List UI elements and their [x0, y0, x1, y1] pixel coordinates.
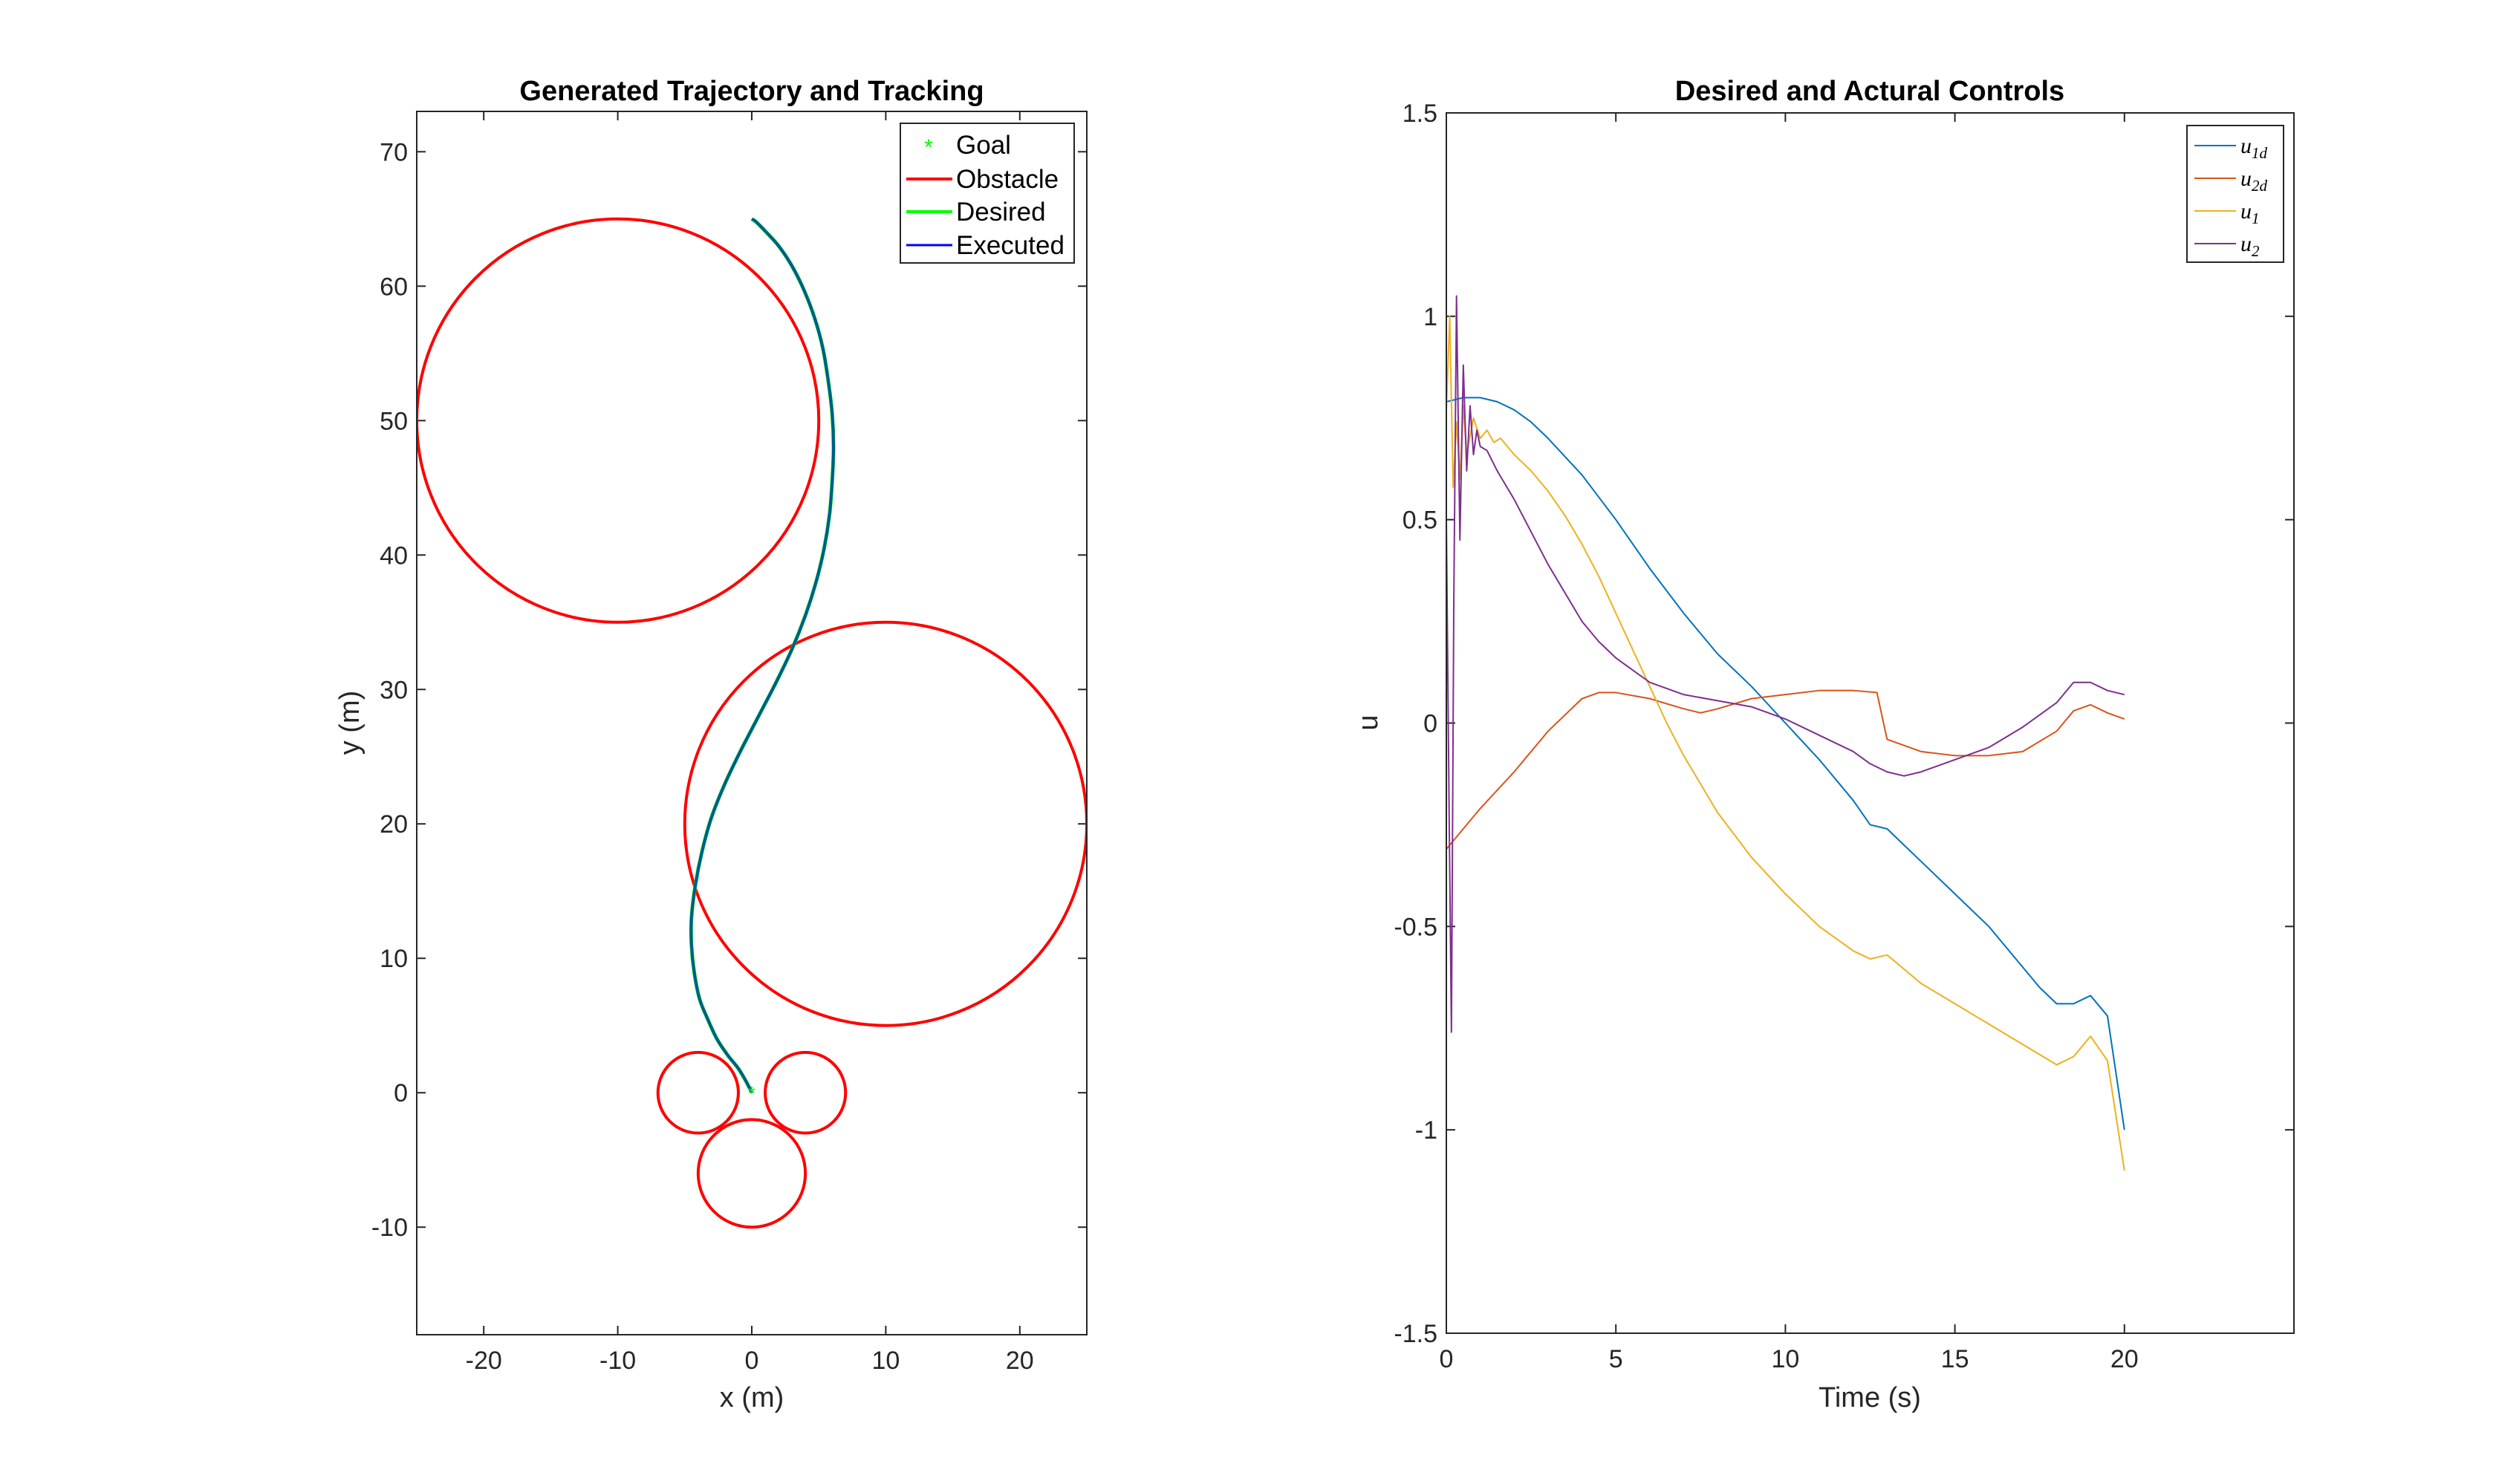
- obstacle-circle: [683, 620, 1087, 1027]
- controls-y-tick-label: -0.5: [1394, 913, 1437, 941]
- legend-goal-marker: *: [924, 135, 933, 160]
- controls-y-tick-label: 0: [1423, 710, 1437, 738]
- controls-x-tick-label: 15: [1941, 1345, 1969, 1373]
- trajectory-ticks: -20 -10 0 10 20 -10 0 10 20 30 40 50 60 70: [371, 111, 1087, 1375]
- series-u2d-line: [1446, 689, 2125, 850]
- controls-x-tick-label: 0: [1440, 1345, 1454, 1373]
- obstacle-circle: [656, 1050, 740, 1135]
- series-u2-line: [1446, 295, 2125, 1033]
- trajectory-y-tick-label: 50: [380, 407, 408, 435]
- controls-x-axis-label: Time (s): [1819, 1382, 1921, 1413]
- legend-u2d-label: u2d: [2240, 166, 2268, 195]
- trajectory-y-axis-label: y (m): [334, 691, 365, 755]
- controls-legend: u1d u2d u1 u2: [2186, 125, 2284, 263]
- controls-y-tick-label: 1.5: [1403, 100, 1437, 128]
- obstacle-circle: [417, 217, 821, 624]
- legend-executed-label: Executed: [956, 231, 1065, 260]
- trajectory-y-tick-label: 20: [380, 810, 408, 839]
- legend-obstacle-label: Obstacle: [956, 165, 1059, 194]
- trajectory-x-tick-label: -10: [599, 1347, 636, 1375]
- trajectory-x-axis-label: x (m): [720, 1382, 784, 1413]
- trajectory-chart: Generated Trajectory and Tracking -20 -10…: [334, 76, 1088, 1413]
- trajectory-x-tick-label: 0: [745, 1347, 759, 1375]
- controls-y-tick-label: 1: [1423, 303, 1437, 331]
- controls-chart-title: Desired and Actural Controls: [1675, 76, 2064, 107]
- obstacle-circle: [764, 1050, 848, 1135]
- legend-u2-label: u2: [2240, 232, 2260, 260]
- legend-u1d-label: u1d: [2240, 134, 2268, 162]
- trajectory-chart-title: Generated Trajectory and Tracking: [519, 76, 984, 107]
- trajectory-legend: * Goal Obstacle Desired Executed: [900, 123, 1075, 264]
- controls-chart: Desired and Actural Controls 0 5 10 15 20-1.…: [1353, 76, 2295, 1413]
- trajectory-legend-box: [900, 123, 1075, 264]
- controls-x-tick-label: 5: [1609, 1345, 1623, 1373]
- trajectory-y-tick-label: 40: [380, 541, 408, 570]
- controls-axes-box: [1446, 112, 2295, 1334]
- controls-y-tick-label: -1: [1415, 1116, 1437, 1145]
- obstacle-circle: [696, 1118, 807, 1229]
- controls-x-tick-label: 20: [2110, 1345, 2139, 1373]
- legend-desired-label: Desired: [956, 198, 1046, 227]
- trajectory-x-tick-label: -20: [466, 1347, 502, 1375]
- controls-y-tick-label: 0.5: [1403, 507, 1437, 535]
- controls-ticks: 0 5 10 15 20 -1.5 -1 -0.5 0 0.5 1 1.5: [1394, 100, 2294, 1373]
- trajectory-x-tick-label: 10: [871, 1347, 900, 1375]
- controls-legend-items: u1d u2d u1 u2: [2194, 134, 2268, 260]
- controls-legend-box: [2186, 125, 2284, 263]
- trajectory-plot-area: *: [417, 217, 1087, 1229]
- goal-marker: *: [748, 1082, 755, 1104]
- trajectory-y-tick-label: 60: [380, 273, 408, 301]
- trajectory-axes-box: [416, 111, 1088, 1335]
- trajectory-y-tick-label: 0: [394, 1079, 408, 1107]
- controls-y-axis-label: u: [1353, 715, 1384, 730]
- trajectory-executed-line: [689, 218, 836, 1094]
- trajectory-y-tick-label: 70: [380, 138, 408, 166]
- controls-y-tick-label: -1.5: [1394, 1320, 1437, 1348]
- trajectory-y-tick-label: 10: [380, 945, 408, 973]
- series-u1-line: [1446, 315, 2125, 1171]
- controls-plot-area: [1446, 295, 2125, 1171]
- controls-x-tick-label: 10: [1771, 1345, 1799, 1373]
- series-u1d-line: [1446, 397, 2125, 1130]
- trajectory-y-tick-label: 30: [380, 676, 408, 704]
- trajectory-y-tick-label: -10: [371, 1214, 408, 1242]
- trajectory-x-tick-label: 20: [1006, 1347, 1034, 1375]
- legend-u1-label: u1: [2240, 199, 2260, 227]
- legend-goal-label: Goal: [956, 131, 1011, 160]
